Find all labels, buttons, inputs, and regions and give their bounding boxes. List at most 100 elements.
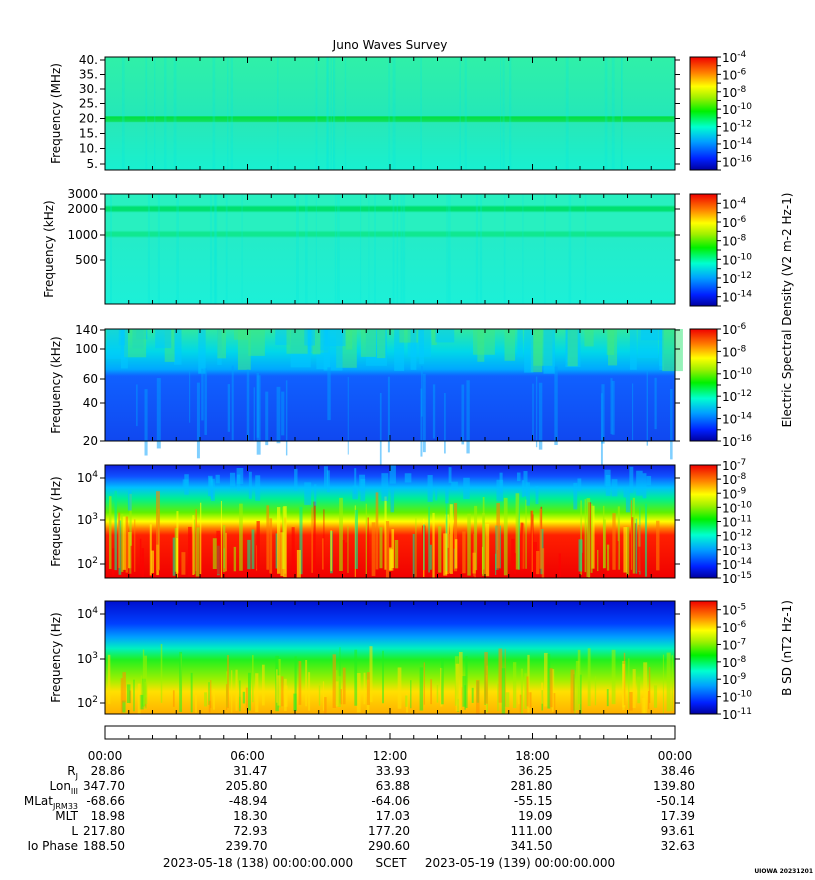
texture-streak xyxy=(501,668,506,714)
texture-band xyxy=(521,480,524,498)
texture-streak xyxy=(294,656,297,711)
texture-streak xyxy=(577,649,581,704)
texture-streak xyxy=(114,490,117,571)
texture-streak xyxy=(382,650,384,704)
texture-streak xyxy=(522,194,524,304)
texture-streak xyxy=(611,380,615,435)
ephemeris-value: 31.47 xyxy=(233,764,267,778)
texture-band xyxy=(517,472,521,482)
texture-streak xyxy=(438,526,442,573)
texture-band xyxy=(431,329,437,346)
texture-streak xyxy=(147,194,150,304)
texture-streak xyxy=(226,684,228,710)
y-axis-label: Frequency (MHz) xyxy=(49,63,63,164)
texture-band xyxy=(435,329,455,343)
texture-streak xyxy=(188,526,192,577)
texture-streak xyxy=(584,194,587,304)
colorbar-tick-label: 10-8 xyxy=(722,85,747,100)
texture-streak xyxy=(474,505,478,571)
texture-streak xyxy=(204,368,207,435)
ephemeris-value: -50.14 xyxy=(656,794,695,808)
y-tick-label: 104 xyxy=(77,606,98,621)
texture-streak xyxy=(156,378,161,449)
texture-streak xyxy=(313,501,316,573)
y-tick-label: 30. xyxy=(79,82,98,96)
texture-streak xyxy=(339,497,343,571)
texture-streak xyxy=(216,530,221,575)
ephemeris-value: 111.00 xyxy=(511,824,553,838)
texture-band xyxy=(463,477,470,500)
ephemeris-value: 177.20 xyxy=(368,824,410,838)
texture-band xyxy=(543,329,556,374)
ephemeris-value: 18.30 xyxy=(233,809,267,823)
texture-band xyxy=(209,477,213,488)
texture-band xyxy=(304,482,312,505)
texture-streak xyxy=(281,676,284,707)
texture-streak xyxy=(247,672,251,711)
texture-streak xyxy=(622,663,625,711)
texture-streak xyxy=(190,672,193,713)
texture-streak xyxy=(354,509,358,569)
y-tick-label: 103 xyxy=(77,651,98,666)
ephemeris-label: LonIII xyxy=(50,779,79,796)
texture-streak xyxy=(643,662,648,714)
texture-streak xyxy=(621,57,623,170)
colorbar-tick-label: 10-16 xyxy=(722,154,752,169)
colorbar-tick-label: 10-16 xyxy=(722,434,752,449)
texture-streak xyxy=(122,516,127,570)
texture-streak xyxy=(449,504,453,574)
texture-streak xyxy=(446,194,448,304)
texture-streak xyxy=(459,57,461,170)
texture-streak xyxy=(209,194,213,304)
texture-streak xyxy=(500,57,502,170)
colorbar-tick-label: 10-12 xyxy=(722,271,752,286)
ephemeris-value: 38.46 xyxy=(661,764,695,778)
texture-streak xyxy=(137,683,141,714)
texture-streak xyxy=(212,57,216,170)
texture-streak xyxy=(204,692,208,707)
texture-streak xyxy=(509,57,512,170)
texture-streak xyxy=(533,541,537,574)
texture-streak xyxy=(443,533,448,576)
ephemeris-value: 18.98 xyxy=(91,809,125,823)
texture-streak xyxy=(570,669,575,713)
colorbar-tick-label: 10-14 xyxy=(722,557,752,572)
y-tick-label: 3000 xyxy=(67,187,98,201)
texture-streak xyxy=(670,388,673,460)
texture-streak xyxy=(326,57,330,170)
texture-streak xyxy=(266,505,270,570)
colorbar-tick-label: 10-8 xyxy=(722,655,747,670)
texture-streak xyxy=(389,549,394,571)
ephemeris-value: 347.70 xyxy=(83,779,125,793)
y-tick-label: 40 xyxy=(83,396,98,410)
texture-band xyxy=(124,329,147,358)
texture-band xyxy=(323,466,328,489)
texture-band xyxy=(236,468,244,484)
texture-streak xyxy=(505,692,510,708)
colorbar-p2: 10-4 10-6 10-8 10-10 10-12 10-14 xyxy=(689,193,752,307)
texture-band xyxy=(523,471,528,497)
texture-band xyxy=(504,329,516,361)
texture-streak xyxy=(631,517,634,575)
texture-streak xyxy=(423,662,425,705)
texture-streak xyxy=(212,538,217,570)
texture-streak xyxy=(367,517,369,573)
texture-streak xyxy=(324,697,327,714)
texture-streak xyxy=(648,667,651,704)
texture-streak xyxy=(641,698,646,714)
texture-streak xyxy=(368,194,370,304)
texture-streak xyxy=(347,526,349,573)
texture-streak xyxy=(332,654,336,708)
texture-streak xyxy=(586,498,591,577)
texture-band xyxy=(389,465,396,484)
texture-streak xyxy=(503,194,506,304)
texture-streak xyxy=(606,689,609,707)
texture-streak xyxy=(617,506,620,570)
texture-streak xyxy=(471,687,474,703)
texture-streak xyxy=(330,57,332,170)
texture-streak xyxy=(601,384,605,444)
texture-streak xyxy=(637,546,642,572)
texture-streak xyxy=(662,654,664,714)
texture-streak xyxy=(122,672,126,703)
texture-streak xyxy=(388,57,390,170)
